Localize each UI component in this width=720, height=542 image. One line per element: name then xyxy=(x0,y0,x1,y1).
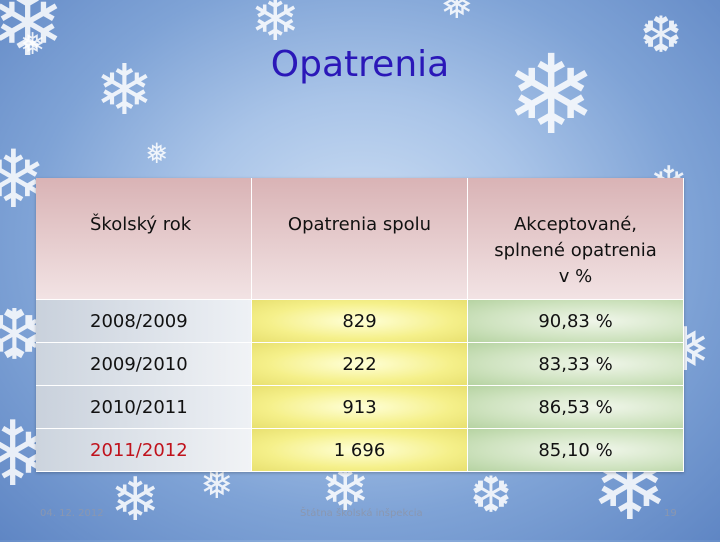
cell-percent: 90,83 % xyxy=(468,300,684,343)
snowflake-icon: ❅ xyxy=(440,0,474,28)
cell-year: 2010/2011 xyxy=(36,386,252,429)
slide-title: Opatrenia xyxy=(270,44,450,85)
header-line: v % xyxy=(558,266,593,288)
footer-date: 04. 12. 2012 xyxy=(40,508,104,519)
cell-percent: 86,53 % xyxy=(468,386,684,429)
cell-total: 1 696 xyxy=(252,429,468,472)
cell-percent: 83,33 % xyxy=(468,343,684,386)
cell-total: 222 xyxy=(252,343,468,386)
footer-organization: Štátna školská inšpekcia xyxy=(300,508,423,519)
cell-year: 2009/2010 xyxy=(36,343,252,386)
cell-total: 913 xyxy=(252,386,468,429)
cell-year: 2008/2009 xyxy=(36,300,252,343)
cell-total: 829 xyxy=(252,300,468,343)
measures-table: Školský rok Opatrenia spolu Akceptované,… xyxy=(36,178,684,472)
footer-page-number: 19 xyxy=(664,508,677,519)
header-line: Akceptované, xyxy=(513,214,638,235)
header-line: splnené opatrenia xyxy=(494,240,657,262)
header-school-year: Školský rok xyxy=(36,178,252,300)
snowflake-icon: ❅ xyxy=(145,137,169,170)
header-accepted-percent: Akceptované, splnené opatrenia v % xyxy=(468,178,684,300)
cell-percent: 85,10 % xyxy=(468,429,684,472)
snowflake-icon: ❄ xyxy=(110,465,161,535)
snowflake-icon: ❄ xyxy=(250,0,301,55)
cell-year-highlighted: 2011/2012 xyxy=(36,429,252,472)
header-total-measures: Opatrenia spolu xyxy=(252,178,468,300)
snowflake-icon: ❆ xyxy=(470,466,512,524)
